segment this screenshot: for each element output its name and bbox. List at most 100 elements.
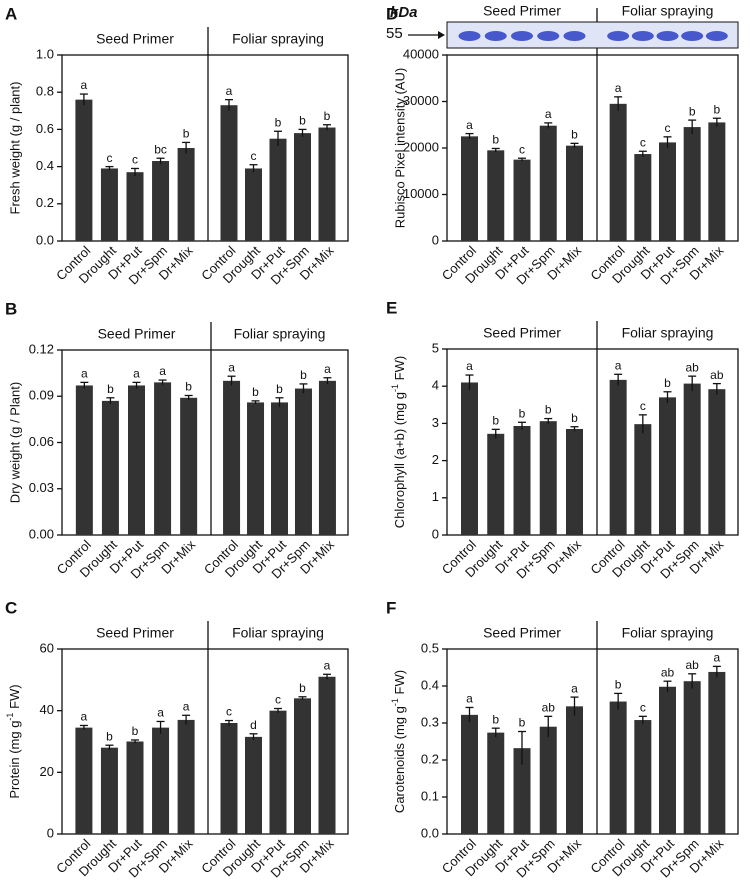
bar bbox=[659, 142, 676, 241]
group-label: Seed Primer bbox=[483, 325, 561, 341]
significance-letter: c bbox=[640, 399, 646, 413]
gel-band bbox=[656, 31, 679, 41]
y-tick-label: 20000 bbox=[403, 139, 439, 154]
y-tick-label: 0.0 bbox=[36, 232, 54, 247]
bar bbox=[126, 172, 144, 241]
significance-letter: a bbox=[159, 364, 166, 378]
y-axis-label-part: Carotenoids (mg g bbox=[392, 706, 407, 813]
bar bbox=[683, 681, 701, 834]
significance-letter: b bbox=[545, 403, 552, 417]
y-tick-label: 40000 bbox=[403, 46, 439, 61]
bar bbox=[269, 710, 287, 834]
significance-letter: a bbox=[183, 699, 190, 713]
significance-letter: b bbox=[185, 380, 192, 394]
significance-letter: a bbox=[466, 359, 473, 373]
significance-letter: b bbox=[689, 104, 696, 118]
plot-frame bbox=[61, 349, 349, 536]
y-axis-label-part: -1 bbox=[390, 698, 400, 706]
significance-letter: a bbox=[81, 78, 88, 92]
gel-band bbox=[563, 31, 586, 41]
y-tick-label: 20 bbox=[40, 764, 54, 779]
significance-letter: a bbox=[324, 362, 331, 376]
y-tick-label: 2 bbox=[432, 452, 439, 467]
group-label: Seed Primer bbox=[483, 625, 561, 641]
bar bbox=[177, 719, 195, 834]
group-label: Seed Primer bbox=[98, 326, 176, 342]
bar bbox=[294, 133, 311, 241]
significance-letter: a bbox=[81, 710, 88, 724]
gel-band bbox=[484, 31, 507, 41]
plot-frame bbox=[446, 648, 739, 835]
significance-letter: a bbox=[615, 81, 622, 95]
bar bbox=[609, 379, 627, 535]
group-label: Foliar spraying bbox=[622, 3, 714, 19]
bar bbox=[539, 125, 557, 241]
significance-letter: a bbox=[228, 360, 235, 374]
bar bbox=[634, 154, 652, 241]
significance-letter: b bbox=[107, 382, 114, 396]
panel-letter: C bbox=[5, 598, 17, 617]
significance-letter: ab bbox=[710, 368, 724, 382]
significance-letter: b bbox=[664, 376, 671, 390]
bar bbox=[487, 150, 505, 241]
panel-letter: D bbox=[386, 4, 398, 23]
group-label: Foliar spraying bbox=[232, 31, 324, 47]
bar bbox=[101, 400, 119, 535]
significance-letter: b bbox=[492, 133, 499, 147]
significance-letter: b bbox=[492, 712, 499, 726]
significance-letter: ab bbox=[661, 665, 675, 679]
bar bbox=[100, 168, 118, 241]
y-axis-label: Carotenoids (mg g-1 FW) bbox=[390, 670, 407, 813]
bar bbox=[223, 380, 241, 535]
bar bbox=[634, 720, 652, 834]
group-label: Foliar spraying bbox=[622, 625, 714, 641]
plot-frame bbox=[446, 54, 739, 242]
gel-band bbox=[631, 31, 654, 41]
y-axis-label: Fresh weight (g / plant) bbox=[7, 82, 22, 215]
plot-frame bbox=[61, 648, 349, 835]
gel-band bbox=[705, 31, 728, 41]
bar bbox=[75, 727, 93, 834]
y-tick-label: 0 bbox=[47, 825, 54, 840]
bar bbox=[659, 397, 676, 535]
significance-letter: c bbox=[226, 705, 232, 719]
bar bbox=[128, 385, 145, 535]
y-tick-label: 0.6 bbox=[36, 121, 54, 136]
panel-letter: B bbox=[5, 299, 17, 318]
bar bbox=[609, 701, 627, 834]
bar bbox=[75, 385, 93, 535]
significance-letter: b bbox=[299, 114, 306, 128]
significance-letter: c bbox=[640, 701, 646, 715]
bar bbox=[271, 402, 288, 535]
significance-letter: a bbox=[615, 358, 622, 372]
significance-letter: a bbox=[571, 681, 578, 695]
bar bbox=[318, 127, 336, 241]
significance-letter: bc bbox=[154, 142, 167, 156]
significance-letter: a bbox=[226, 84, 233, 98]
significance-letter: a bbox=[81, 367, 88, 381]
bar bbox=[269, 138, 287, 241]
bar bbox=[566, 706, 583, 834]
y-tick-label: 0.3 bbox=[421, 714, 439, 729]
gel-marker: 55 bbox=[386, 25, 403, 42]
y-axis-label-part: Protein (mg g bbox=[7, 721, 22, 799]
gel-arrow-head bbox=[438, 31, 445, 39]
gel-band bbox=[681, 31, 704, 41]
significance-letter: c bbox=[519, 142, 525, 156]
bar bbox=[461, 714, 478, 834]
gel-unit: kDa bbox=[390, 4, 418, 21]
significance-letter: b bbox=[571, 128, 578, 142]
significance-letter: a bbox=[466, 692, 473, 706]
y-tick-label: 0.00 bbox=[29, 526, 54, 541]
significance-letter: b bbox=[276, 382, 283, 396]
y-tick-label: 0.2 bbox=[36, 195, 54, 210]
significance-letter: b bbox=[519, 716, 526, 730]
y-tick-label: 0.5 bbox=[421, 640, 439, 655]
panel-letter: A bbox=[5, 4, 17, 23]
y-axis-label-part: -1 bbox=[390, 384, 400, 392]
significance-letter: c bbox=[275, 693, 281, 707]
bar bbox=[513, 426, 531, 535]
bar bbox=[245, 168, 262, 241]
y-axis-label-part: FW) bbox=[7, 684, 22, 712]
gel-band bbox=[511, 31, 533, 41]
